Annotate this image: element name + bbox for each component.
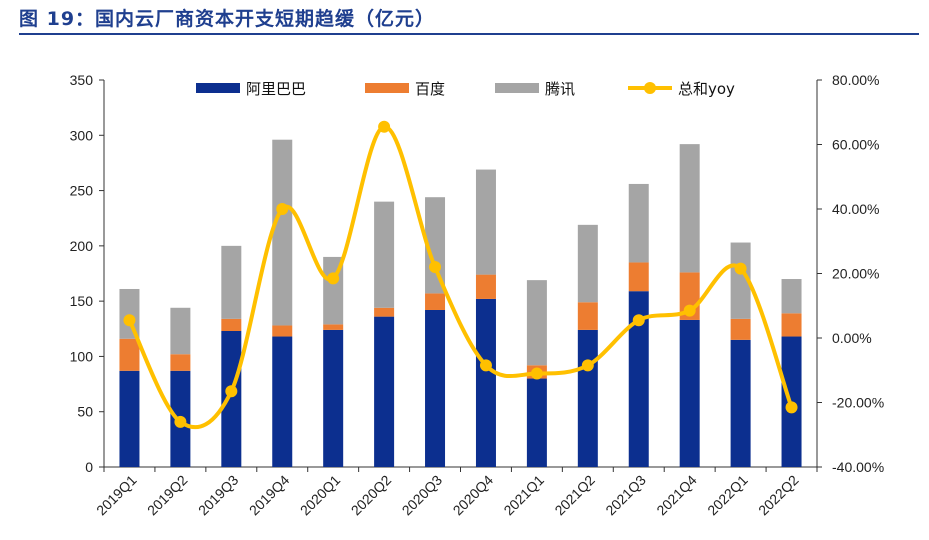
x-tick-label: 2020Q2 — [348, 472, 395, 519]
legend-baidu-swatch — [365, 83, 409, 93]
point-total-yoy — [581, 359, 594, 372]
bar-tencent — [475, 169, 496, 275]
point-total-yoy — [378, 120, 391, 133]
bar-baidu — [272, 325, 293, 337]
bar-alibaba — [475, 298, 496, 467]
y-left-tick-label: 200 — [70, 238, 94, 254]
x-tick-label: 2021Q4 — [653, 472, 700, 519]
y-right-tick-label: -40.00% — [832, 459, 884, 475]
y-right-tick-label: 0.00% — [832, 330, 872, 346]
bar-baidu — [221, 318, 242, 331]
y-left-tick-label: 50 — [77, 404, 93, 420]
bar-alibaba — [272, 336, 293, 467]
point-total-yoy — [734, 262, 747, 275]
y-left-tick-label: 150 — [70, 293, 94, 309]
point-total-yoy — [429, 261, 442, 274]
bar-tencent — [679, 144, 700, 273]
bar-baidu — [323, 324, 344, 330]
bar-baidu — [475, 274, 496, 299]
point-total-yoy — [683, 304, 696, 317]
bar-tencent — [526, 280, 547, 366]
bar-baidu — [781, 313, 802, 337]
point-total-yoy — [174, 415, 187, 428]
legend-total-yoy-label: 总和yoy — [678, 80, 735, 98]
bar-baidu — [628, 262, 649, 292]
y-left-tick-label: 100 — [70, 348, 94, 364]
point-total-yoy — [123, 314, 136, 327]
bar-alibaba — [119, 370, 140, 467]
figure-title: 图 19：国内云厂商资本开支短期趋缓（亿元） — [19, 8, 436, 30]
x-tick-label: 2022Q2 — [755, 472, 802, 519]
y-right-tick-label: 20.00% — [832, 266, 879, 282]
bar-tencent — [730, 242, 751, 319]
bar-baidu — [425, 293, 446, 310]
figure-header: 图 19：国内云厂商资本开支短期趋缓（亿元） — [0, 0, 929, 35]
point-total-yoy — [632, 314, 645, 327]
x-tick-label: 2022Q1 — [704, 472, 751, 519]
bar-alibaba — [425, 309, 446, 467]
bar-alibaba — [679, 319, 700, 467]
title-underline — [19, 33, 919, 35]
point-total-yoy — [785, 401, 798, 414]
point-total-yoy — [276, 203, 289, 215]
bar-baidu — [119, 338, 140, 371]
point-total-yoy — [479, 359, 492, 372]
bar-alibaba — [221, 330, 242, 467]
x-tick-label: 2021Q1 — [500, 472, 547, 519]
bar-tencent — [272, 139, 293, 326]
y-right-tick-label: 80.00% — [832, 72, 879, 88]
bar-tencent — [170, 307, 191, 355]
x-tick-label: 2019Q2 — [144, 472, 191, 519]
y-right-tick-label: 40.00% — [832, 201, 879, 217]
legend-baidu-label: 百度 — [415, 80, 445, 98]
y-left-tick-label: 350 — [70, 72, 94, 88]
bar-tencent — [577, 224, 598, 303]
y-right-tick-label: -20.00% — [832, 395, 884, 411]
x-tick-label: 2020Q3 — [399, 472, 446, 519]
point-total-yoy — [530, 367, 543, 380]
bar-alibaba — [526, 378, 547, 467]
bar-baidu — [577, 302, 598, 330]
y-left-tick-label: 250 — [70, 183, 94, 199]
bar-tencent — [119, 288, 140, 339]
legend-tencent-swatch — [495, 83, 539, 93]
bar-baidu — [170, 354, 191, 371]
x-tick-label: 2020Q1 — [297, 472, 344, 519]
y-left-tick-label: 300 — [70, 127, 94, 143]
bar-baidu — [730, 318, 751, 340]
legend-total-yoy-marker — [644, 82, 656, 94]
bar-tencent — [374, 201, 395, 308]
legend-alibaba-label: 阿里巴巴 — [246, 80, 306, 98]
point-total-yoy — [225, 385, 238, 398]
y-left-tick-label: 0 — [85, 459, 93, 475]
x-tick-label: 2021Q3 — [602, 472, 649, 519]
bar-alibaba — [577, 329, 598, 467]
x-tick-label: 2019Q1 — [93, 472, 140, 519]
bar-alibaba — [374, 316, 395, 467]
bar-alibaba — [628, 291, 649, 467]
legend-alibaba-swatch — [196, 83, 240, 93]
bar-tencent — [221, 245, 242, 319]
point-total-yoy — [327, 272, 340, 285]
bar-tencent — [628, 183, 649, 263]
legend-tencent-label: 腾讯 — [545, 80, 575, 98]
bar-baidu — [374, 307, 395, 317]
x-tick-label: 2020Q4 — [450, 472, 497, 519]
x-tick-label: 2021Q2 — [551, 472, 598, 519]
bar-tencent — [781, 279, 802, 314]
y-right-tick-label: 60.00% — [832, 137, 879, 153]
x-tick-label: 2019Q4 — [246, 472, 293, 519]
bar-alibaba — [730, 339, 751, 467]
x-tick-label: 2019Q3 — [195, 472, 242, 519]
bar-alibaba — [323, 329, 344, 467]
